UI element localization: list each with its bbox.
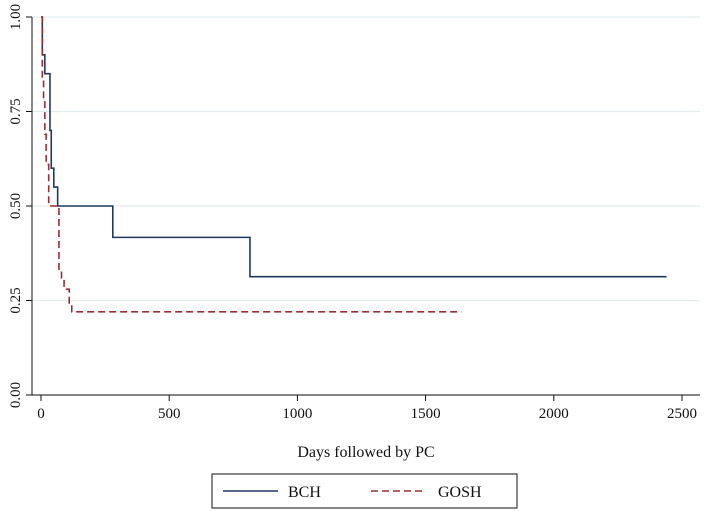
y-tick-label-4: 1.00 (8, 4, 24, 30)
y-tick-label-1: 0.25 (8, 287, 24, 313)
x-tick-label-2: 1000 (282, 406, 312, 422)
legend-box (211, 473, 518, 509)
legend-label-gosh: GOSH (438, 484, 482, 501)
legend: BCH GOSH (211, 473, 518, 509)
y-axis-ticks: 0.00 0.25 0.50 0.75 1.00 (8, 4, 32, 408)
series-line-gosh (41, 16, 462, 313)
x-tick-label-1: 500 (158, 406, 181, 422)
x-tick-label-5: 2500 (667, 406, 697, 422)
x-tick-label-0: 0 (37, 406, 45, 422)
legend-label-bch: BCH (288, 484, 321, 501)
y-tick-label-2: 0.50 (8, 193, 24, 219)
series-line-bch (41, 16, 667, 278)
series-lines (41, 16, 667, 313)
y-tick-label-0: 0.00 (8, 382, 24, 408)
x-axis-title: Days followed by PC (297, 444, 434, 461)
x-axis-ticks: 0 500 1000 1500 2000 2500 (37, 395, 697, 422)
x-tick-label-4: 2000 (539, 406, 569, 422)
grid-lines (32, 16, 700, 396)
x-tick-label-3: 1500 (411, 406, 441, 422)
y-tick-label-3: 0.75 (8, 98, 24, 124)
